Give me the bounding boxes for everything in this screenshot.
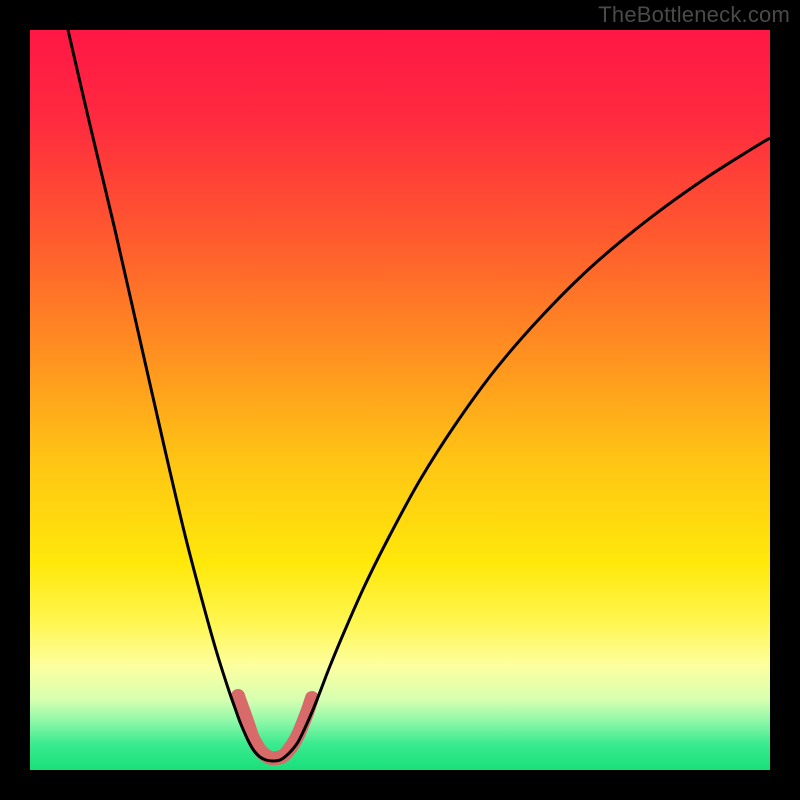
watermark-text: TheBottleneck.com xyxy=(598,2,790,28)
optimal-range-highlight xyxy=(238,696,312,758)
bottleneck-curve-chart xyxy=(30,30,770,770)
bottleneck-curve xyxy=(68,30,770,761)
chart-stage: TheBottleneck.com xyxy=(0,0,800,800)
chart-frame xyxy=(30,30,770,770)
